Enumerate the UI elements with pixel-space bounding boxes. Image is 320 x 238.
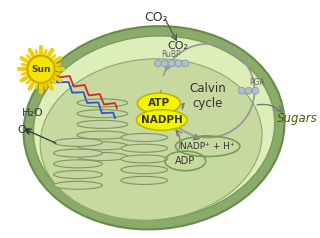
Text: CO₂: CO₂ [144, 11, 168, 24]
Text: CO₂: CO₂ [167, 41, 188, 51]
Ellipse shape [138, 93, 180, 114]
Text: PGA: PGA [250, 79, 265, 87]
Text: ADP: ADP [175, 156, 196, 166]
Ellipse shape [77, 142, 128, 150]
Text: Calvin
cycle: Calvin cycle [189, 82, 226, 110]
Ellipse shape [121, 166, 168, 174]
Ellipse shape [54, 181, 102, 189]
Circle shape [27, 56, 55, 83]
Text: ATP: ATP [148, 98, 170, 108]
Ellipse shape [54, 171, 102, 178]
Ellipse shape [121, 176, 168, 184]
Ellipse shape [40, 59, 262, 220]
Circle shape [161, 60, 168, 67]
Ellipse shape [54, 149, 102, 157]
Ellipse shape [77, 120, 128, 128]
Ellipse shape [121, 155, 168, 163]
Ellipse shape [77, 99, 128, 107]
Ellipse shape [54, 138, 102, 146]
Circle shape [175, 60, 182, 67]
Ellipse shape [77, 131, 128, 139]
Ellipse shape [24, 26, 284, 229]
Ellipse shape [33, 36, 275, 220]
Text: NADP⁺ + H⁺: NADP⁺ + H⁺ [180, 142, 235, 151]
Text: O₂: O₂ [18, 125, 31, 135]
Text: NADPH: NADPH [141, 115, 183, 125]
Text: Sun: Sun [31, 65, 51, 74]
Circle shape [155, 60, 161, 67]
Circle shape [245, 87, 252, 94]
Circle shape [182, 60, 189, 67]
Text: RuBP: RuBP [161, 50, 180, 59]
Ellipse shape [121, 134, 168, 142]
Circle shape [238, 87, 245, 94]
Text: Sugars: Sugars [277, 112, 318, 124]
Ellipse shape [54, 160, 102, 168]
Circle shape [252, 87, 259, 94]
Text: H₂O: H₂O [21, 108, 43, 118]
Ellipse shape [137, 110, 187, 130]
Ellipse shape [77, 110, 128, 118]
Circle shape [168, 60, 175, 67]
Ellipse shape [121, 144, 168, 152]
Ellipse shape [77, 153, 128, 161]
